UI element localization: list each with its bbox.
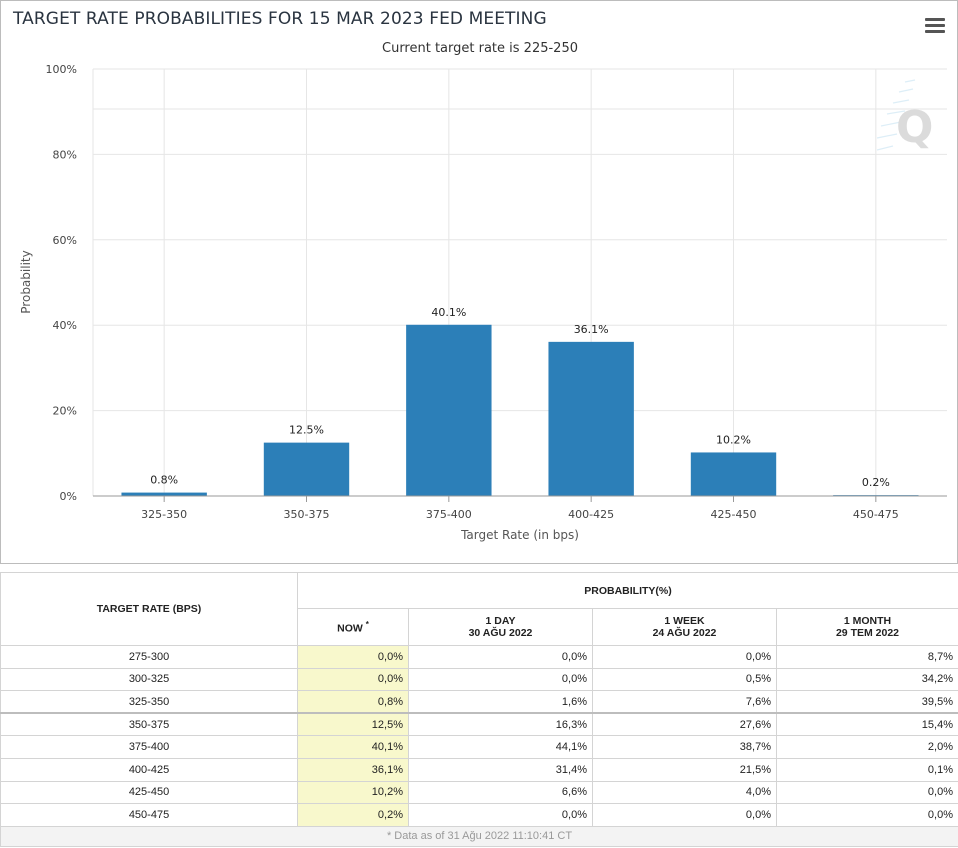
one-week-value-cell: 27,6%	[592, 712, 777, 737]
hamburger-menu-icon[interactable]	[925, 18, 945, 34]
bar	[121, 492, 207, 496]
y-tick-label: 100%	[46, 63, 77, 76]
x-axis-title: Target Rate (in bps)	[460, 528, 579, 542]
one-month-value-cell: 39,5%	[776, 690, 958, 714]
data-timestamp-footnote: * Data as of 31 Ağu 2022 11:10:41 CT	[0, 825, 958, 847]
now-header: NOW *	[297, 608, 409, 646]
one-week-value-cell: 21,5%	[592, 757, 777, 782]
rate-cell: 350-375	[0, 712, 298, 737]
now-value-cell: 12,5%	[297, 712, 409, 737]
rate-cell: 325-350	[0, 690, 298, 714]
bar	[548, 341, 634, 496]
q-logo-icon: Q	[876, 79, 933, 153]
bar	[263, 442, 350, 496]
bar-value-label: 40.1%	[431, 306, 466, 319]
one-day-value-cell: 44,1%	[408, 735, 593, 759]
probability-header: PROBABILITY(%)	[297, 572, 958, 609]
one-day-value-cell: 0,0%	[408, 803, 593, 827]
bar	[406, 324, 492, 496]
target-rate-header: TARGET RATE (BPS)	[0, 572, 298, 646]
x-tick-label: 425-450	[711, 508, 757, 521]
one-week-header: 1 WEEK 24 AĞU 2022	[592, 608, 777, 646]
one-week-value-cell: 0,0%	[592, 803, 777, 827]
bar-value-label: 10.2%	[716, 433, 751, 446]
now-value-cell: 0,0%	[297, 667, 409, 692]
one-month-value-cell: 0,1%	[776, 757, 958, 782]
bar-value-label: 36.1%	[574, 323, 609, 336]
bar-value-label: 0.8%	[150, 474, 178, 487]
one-day-header: 1 DAY 30 AĞU 2022	[408, 608, 593, 646]
now-value-cell: 0,8%	[297, 690, 409, 714]
one-day-value-cell: 31,4%	[408, 757, 593, 782]
now-value-cell: 10,2%	[297, 780, 409, 805]
y-tick-label: 80%	[53, 148, 77, 161]
one-week-value-cell: 0,0%	[592, 645, 777, 669]
one-week-value-cell: 4,0%	[592, 780, 777, 805]
now-value-cell: 36,1%	[297, 757, 409, 782]
one-week-value-cell: 0,5%	[592, 667, 777, 692]
rate-cell: 375-400	[0, 735, 298, 759]
table-row: 275-300 0,0% 0,0% 0,0% 8,7%	[0, 645, 958, 669]
probability-table: TARGET RATE (BPS) PROBABILITY(%) NOW * 1…	[0, 572, 958, 847]
bar	[690, 452, 777, 496]
now-value-cell: 0,2%	[297, 803, 409, 827]
bar-value-label: 0.2%	[862, 476, 890, 489]
x-tick-label: 450-475	[853, 508, 899, 521]
y-tick-label: 20%	[53, 405, 77, 418]
rate-cell: 425-450	[0, 780, 298, 805]
one-month-value-cell: 34,2%	[776, 667, 958, 692]
rate-cell: 400-425	[0, 757, 298, 782]
one-day-value-cell: 0,0%	[408, 667, 593, 692]
chart-subtitle: Current target rate is 225-250	[382, 41, 578, 56]
table-row: 450-475 0,2% 0,0% 0,0% 0,0%	[0, 803, 958, 827]
x-tick-label: 325-350	[141, 508, 187, 521]
y-tick-label: 40%	[53, 319, 77, 332]
one-day-value-cell: 0,0%	[408, 645, 593, 669]
chart-title: TARGET RATE PROBABILITIES FOR 15 MAR 202…	[13, 9, 547, 29]
table-row: 350-375 12,5% 16,3% 27,6% 15,4%	[0, 712, 958, 737]
table-row: 375-400 40,1% 44,1% 38,7% 2,0%	[0, 735, 958, 759]
now-value-cell: 0,0%	[297, 645, 409, 669]
y-axis-title: Probability	[19, 250, 33, 313]
one-day-value-cell: 1,6%	[408, 690, 593, 714]
rate-cell: 450-475	[0, 803, 298, 827]
one-week-value-cell: 7,6%	[592, 690, 777, 714]
one-month-value-cell: 0,0%	[776, 803, 958, 827]
table-row: 325-350 0,8% 1,6% 7,6% 39,5%	[0, 690, 958, 714]
rate-cell: 300-325	[0, 667, 298, 692]
svg-text:Q: Q	[896, 102, 933, 153]
table-row: 425-450 10,2% 6,6% 4,0% 0,0%	[0, 780, 958, 805]
bar-value-label: 12.5%	[289, 424, 324, 437]
x-tick-label: 350-375	[284, 508, 330, 521]
one-day-value-cell: 16,3%	[408, 712, 593, 737]
one-month-value-cell: 0,0%	[776, 780, 958, 805]
one-month-header: 1 MONTH 29 TEM 2022	[776, 608, 958, 646]
one-month-value-cell: 2,0%	[776, 735, 958, 759]
rate-cell: 275-300	[0, 645, 298, 669]
one-day-value-cell: 6,6%	[408, 780, 593, 805]
x-tick-label: 400-425	[568, 508, 614, 521]
table-row: 400-425 36,1% 31,4% 21,5% 0,1%	[0, 757, 958, 782]
y-tick-label: 0%	[60, 490, 77, 503]
one-week-value-cell: 38,7%	[592, 735, 777, 759]
now-value-cell: 40,1%	[297, 735, 409, 759]
table-body: 275-300 0,0% 0,0% 0,0% 8,7% 300-325 0,0% 0,0% 0,…	[0, 645, 958, 827]
one-month-value-cell: 15,4%	[776, 712, 958, 737]
bar-chart: Q 0% 20% 40% 60% 80% 100% 0.8% 325-350 12.5% 350-…	[19, 63, 947, 542]
x-tick-label: 375-400	[426, 508, 472, 521]
table-row: 300-325 0,0% 0,0% 0,5% 34,2%	[0, 667, 958, 692]
y-tick-label: 60%	[53, 234, 77, 247]
one-month-value-cell: 8,7%	[776, 645, 958, 669]
